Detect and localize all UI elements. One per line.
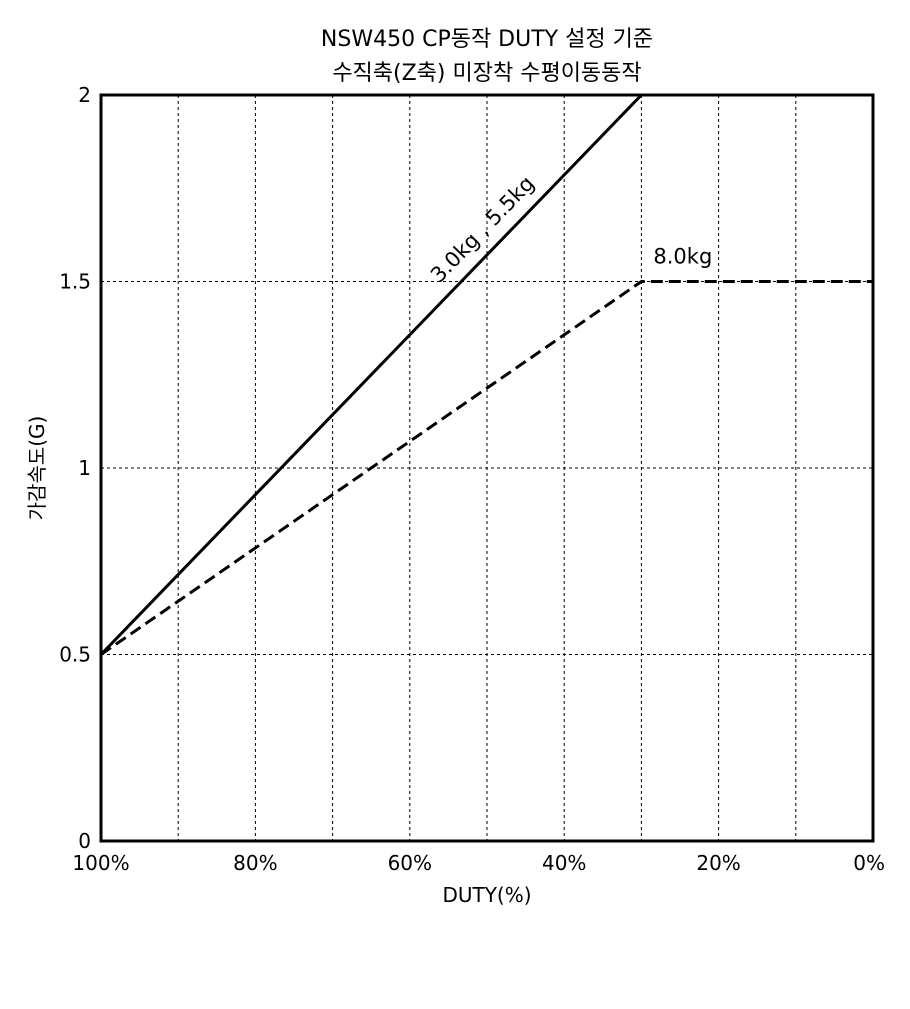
- y-axis-label: 가감속도(G): [25, 416, 49, 521]
- x-tick-label: 80%: [233, 851, 277, 875]
- x-tick-label: 40%: [542, 851, 586, 875]
- x-tick-label: 0%: [853, 851, 885, 875]
- y-tick-label: 0.5: [59, 643, 91, 667]
- series-line-0: [99, 93, 643, 656]
- x-tick-labels: 100% 80% 60% 40% 20% 0%: [72, 851, 885, 875]
- series-label-8kg: 8.0kg: [653, 245, 712, 269]
- x-tick-label: 60%: [388, 851, 432, 875]
- y-tick-label: 1.5: [59, 270, 91, 294]
- series-layer: [99, 93, 873, 656]
- y-tick-labels: 0 0.5 1 1.5 2: [59, 83, 91, 853]
- series-label-3kg-5-5kg: 3.0kg , 5.5kg: [426, 171, 539, 287]
- y-tick-label: 2: [78, 83, 91, 107]
- x-axis-label: DUTY(%): [442, 883, 531, 907]
- y-tick-label: 0: [78, 829, 91, 853]
- chart-title: NSW450 CP동작 DUTY 설정 기준: [321, 27, 653, 52]
- grid: [101, 95, 873, 841]
- x-tick-label: 20%: [696, 851, 740, 875]
- series-line-1: [100, 280, 873, 656]
- plot-frame: [99, 93, 875, 843]
- y-tick-label: 1: [78, 456, 91, 480]
- x-tick-label: 100%: [72, 851, 129, 875]
- chart-subtitle: 수직축(Z축) 미장착 수평이동동작: [332, 61, 641, 86]
